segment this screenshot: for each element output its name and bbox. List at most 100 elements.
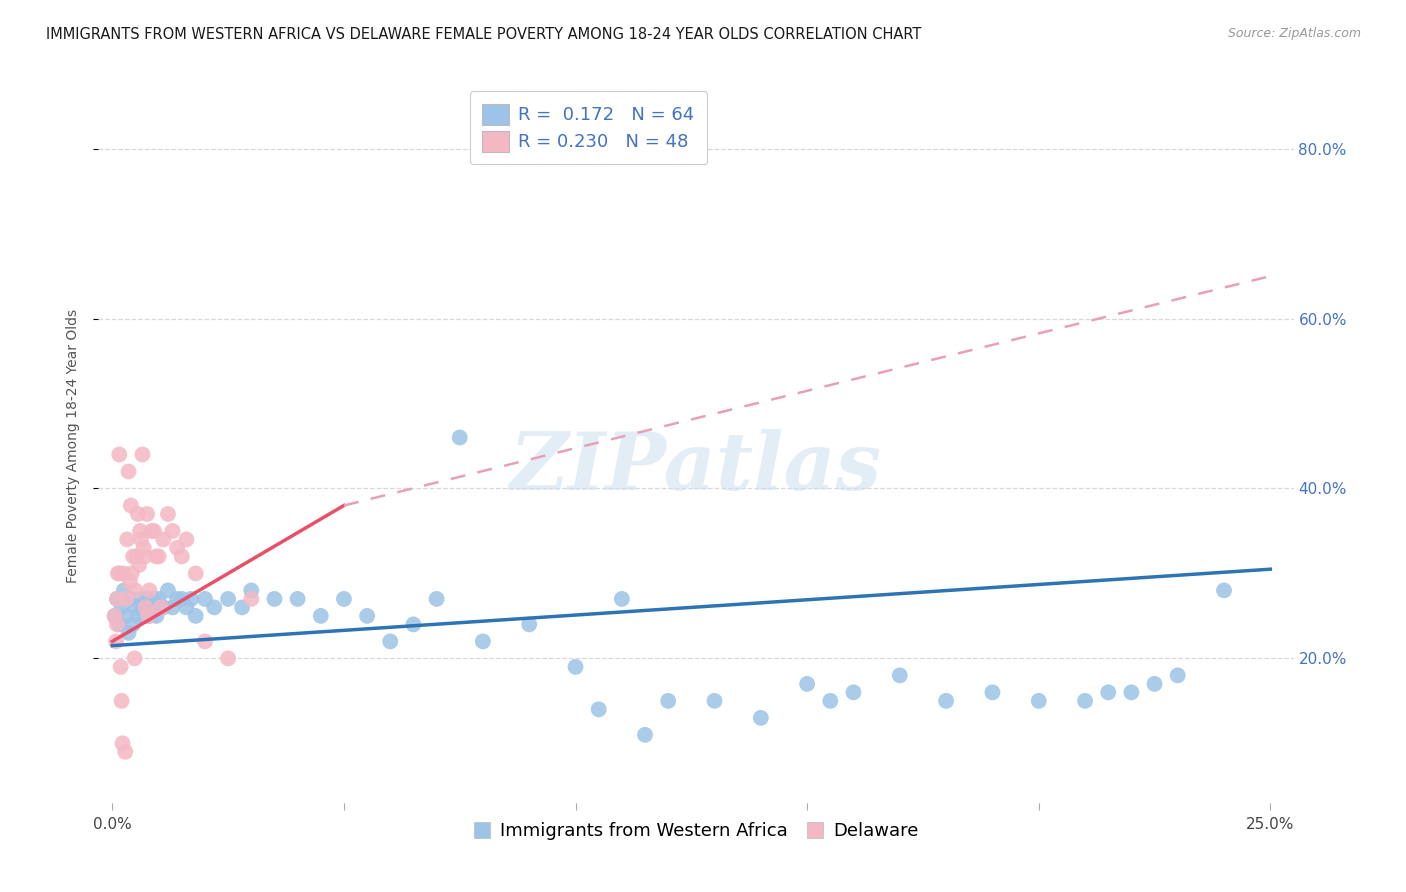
Point <box>115 608 138 623</box>
Point <box>166 591 188 606</box>
Point <box>108 566 131 581</box>
Point <box>380 634 402 648</box>
Point <box>127 507 149 521</box>
Point <box>105 591 128 606</box>
Point <box>309 608 332 623</box>
Point <box>108 617 131 632</box>
Point <box>121 566 143 581</box>
Point <box>194 634 217 648</box>
Point <box>138 608 160 623</box>
Point <box>517 617 540 632</box>
Point <box>128 558 150 572</box>
Point <box>145 608 167 623</box>
Point <box>129 533 152 547</box>
Point <box>135 600 157 615</box>
Text: Source: ZipAtlas.com: Source: ZipAtlas.com <box>1227 27 1361 40</box>
Point <box>176 600 198 615</box>
Point <box>166 541 188 555</box>
Point <box>356 608 378 623</box>
Point <box>124 600 146 615</box>
Point <box>1213 583 1236 598</box>
Point <box>143 591 166 606</box>
Text: ZIPatlas: ZIPatlas <box>510 429 882 506</box>
Point <box>117 465 139 479</box>
Point <box>115 533 138 547</box>
Point <box>749 711 772 725</box>
Point <box>263 591 285 606</box>
Point <box>104 608 127 623</box>
Point <box>134 608 156 623</box>
Point <box>402 617 425 632</box>
Point <box>149 600 172 615</box>
Point <box>124 651 146 665</box>
Point <box>162 524 184 538</box>
Point <box>162 600 184 615</box>
Legend: Immigrants from Western Africa, Delaware: Immigrants from Western Africa, Delaware <box>465 815 927 847</box>
Point <box>180 591 202 606</box>
Point <box>240 591 263 606</box>
Point <box>170 591 193 606</box>
Point <box>1143 677 1166 691</box>
Point <box>217 651 239 665</box>
Point <box>217 591 239 606</box>
Point <box>118 574 141 589</box>
Point <box>125 549 148 564</box>
Y-axis label: Female Poverty Among 18-24 Year Olds: Female Poverty Among 18-24 Year Olds <box>66 309 80 583</box>
Point <box>122 549 145 564</box>
Point <box>194 591 217 606</box>
Point <box>156 507 179 521</box>
Point <box>152 533 174 547</box>
Point <box>138 583 160 598</box>
Point <box>112 566 135 581</box>
Point <box>1028 694 1050 708</box>
Text: IMMIGRANTS FROM WESTERN AFRICA VS DELAWARE FEMALE POVERTY AMONG 18-24 YEAR OLDS : IMMIGRANTS FROM WESTERN AFRICA VS DELAWA… <box>46 27 922 42</box>
Point <box>110 660 132 674</box>
Point <box>471 634 494 648</box>
Point <box>156 583 179 598</box>
Point <box>111 736 134 750</box>
Point <box>333 591 356 606</box>
Point <box>240 583 263 598</box>
Point <box>105 617 128 632</box>
Point <box>108 448 131 462</box>
Point <box>112 583 135 598</box>
Point <box>129 524 152 538</box>
Point <box>287 591 309 606</box>
Point <box>610 591 633 606</box>
Point <box>129 591 152 606</box>
Point <box>131 600 153 615</box>
Point <box>588 702 610 716</box>
Point <box>170 549 193 564</box>
Point <box>1167 668 1189 682</box>
Point <box>889 668 911 682</box>
Point <box>796 677 818 691</box>
Point <box>176 533 198 547</box>
Point <box>127 608 149 623</box>
Point <box>115 591 138 606</box>
Point <box>152 600 174 615</box>
Point <box>136 507 159 521</box>
Point <box>148 549 170 564</box>
Point <box>143 524 166 538</box>
Point <box>564 660 586 674</box>
Point <box>703 694 725 708</box>
Point <box>110 694 132 708</box>
Point <box>141 600 163 615</box>
Point <box>148 591 170 606</box>
Point <box>1097 685 1119 699</box>
Point <box>131 448 153 462</box>
Point <box>110 600 132 615</box>
Point <box>141 524 163 538</box>
Point <box>136 591 159 606</box>
Point <box>449 430 471 444</box>
Point <box>105 591 128 606</box>
Point <box>124 583 146 598</box>
Point <box>114 745 136 759</box>
Point <box>842 685 865 699</box>
Point <box>138 608 160 623</box>
Point <box>202 600 225 615</box>
Point <box>120 591 142 606</box>
Point <box>981 685 1004 699</box>
Point <box>1121 685 1143 699</box>
Point <box>657 694 679 708</box>
